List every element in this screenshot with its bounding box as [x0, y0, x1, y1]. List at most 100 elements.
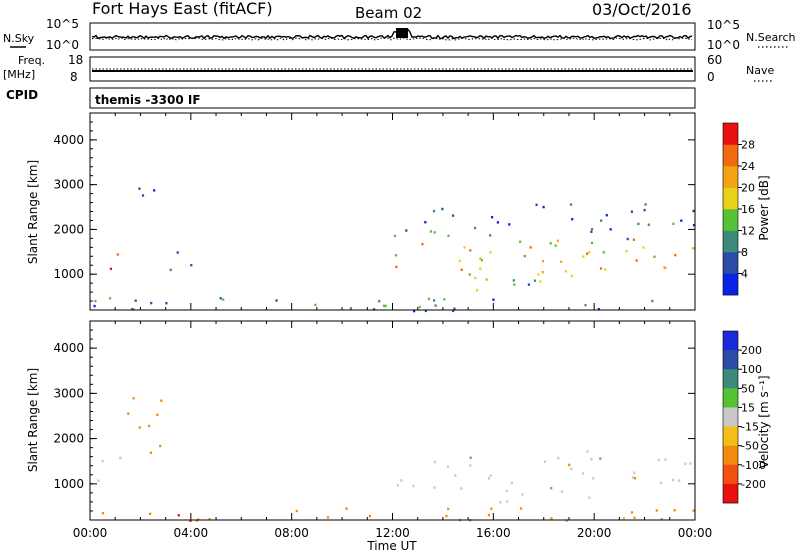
data-cell: [692, 223, 696, 227]
data-cell: [109, 297, 112, 300]
colorbar-tick-label: 200: [741, 344, 762, 357]
data-cell: [132, 397, 135, 400]
frequency-panel: Freq. [MHz] 18 8 60 0 Nave: [3, 53, 774, 84]
data-cell: [460, 487, 463, 490]
data-cell: [413, 309, 416, 313]
data-cell: [433, 231, 436, 234]
colorbar-segment: [723, 252, 738, 274]
colorbar-segment: [723, 230, 738, 253]
data-cell: [441, 207, 444, 211]
noise-spike: [396, 28, 408, 38]
data-cell: [549, 242, 552, 245]
data-cell: [692, 247, 695, 250]
noise-left-tick-bottom: 10^0: [46, 38, 79, 52]
data-cell: [487, 513, 490, 517]
colorbar-segment: [723, 209, 738, 231]
data-cell: [625, 250, 628, 253]
data-cell: [550, 486, 553, 490]
data-cell: [222, 298, 225, 301]
data-cell: [523, 254, 526, 258]
y-tick-label: 2000: [53, 432, 84, 446]
data-cell: [177, 514, 180, 517]
data-cell: [672, 222, 675, 225]
data-cell: [674, 253, 677, 257]
freq-unit: [MHz]: [3, 68, 35, 81]
data-cell: [600, 219, 603, 222]
nave-tick-bottom: 0: [707, 70, 715, 84]
velocity-panel: 1000 2000 3000 4000 00:00 04:00 08:00 12:00 16:…: [26, 320, 771, 540]
data-cell: [165, 302, 168, 305]
colorbar-segment: [723, 123, 738, 145]
data-cell: [537, 273, 540, 276]
data-cell: [432, 209, 436, 213]
data-cell: [491, 216, 494, 219]
data-cell: [569, 203, 573, 206]
data-cell: [527, 283, 530, 286]
data-cell: [447, 507, 450, 511]
data-cell: [499, 501, 502, 504]
data-cell: [663, 266, 666, 269]
data-cell: [591, 228, 594, 231]
data-cell: [424, 309, 427, 313]
data-cell: [632, 238, 635, 241]
data-cell: [631, 476, 635, 479]
data-cell: [590, 241, 594, 245]
data-cell: [489, 234, 492, 237]
data-cell: [460, 268, 463, 271]
data-cell: [479, 257, 482, 260]
data-cell: [692, 509, 695, 512]
data-cell: [561, 490, 564, 493]
data-cell: [109, 267, 112, 271]
data-cell: [637, 222, 640, 226]
data-cell: [684, 462, 687, 465]
data-cell: [153, 189, 156, 192]
noise-left-tick-top: 10^5: [46, 17, 79, 31]
data-cell: [535, 203, 538, 206]
freq-tick-top: 18: [68, 53, 83, 67]
data-cell: [689, 462, 692, 465]
data-cell: [560, 260, 563, 263]
colorbar-tick-label: 20: [741, 182, 755, 195]
data-cell: [673, 509, 676, 512]
data-cell: [446, 465, 449, 468]
data-cell: [529, 246, 532, 249]
data-cell: [421, 243, 424, 246]
data-cell: [138, 426, 141, 429]
data-cell: [131, 308, 134, 311]
colorbar-segment: [723, 445, 738, 466]
noise-sky-label: N.Sky: [3, 32, 35, 45]
data-cell: [454, 474, 457, 477]
frequency-trace: [92, 68, 693, 72]
data-cell: [586, 252, 589, 255]
data-cell: [384, 304, 387, 308]
data-cell: [584, 303, 587, 307]
data-cell: [659, 481, 662, 484]
colorbar-tick-label: 100: [741, 363, 762, 376]
data-cell: [496, 221, 499, 224]
x-tick-label: 12:00: [375, 526, 410, 540]
data-cell: [474, 276, 477, 280]
data-cell: [588, 496, 591, 499]
data-cell: [599, 457, 602, 460]
colorbar-tick-label: 8: [741, 246, 748, 259]
data-cell: [630, 511, 634, 514]
cpid-panel: CPID themis -3300 IF: [6, 87, 696, 109]
nave-label: Nave: [746, 64, 774, 77]
power-x-ticks: [89, 113, 696, 310]
data-cell: [671, 478, 674, 482]
data-cell: [452, 214, 455, 217]
data-cell: [101, 459, 104, 463]
data-cell: [345, 507, 348, 510]
colorbar-tick-label: 16: [741, 203, 755, 216]
y-tick-label: 2000: [53, 222, 84, 236]
x-tick-label: 00:00: [73, 526, 108, 540]
data-cell: [557, 456, 560, 460]
data-cell: [568, 463, 571, 467]
data-cell: [132, 308, 135, 311]
x-axis-label: Time UT: [366, 539, 417, 553]
freq-tick-bottom: 8: [70, 70, 78, 84]
data-cell: [427, 297, 430, 301]
data-cell: [394, 254, 398, 257]
data-cell: [169, 268, 172, 272]
